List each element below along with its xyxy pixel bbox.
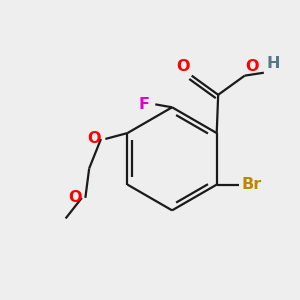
Text: F: F bbox=[139, 97, 150, 112]
Text: O: O bbox=[177, 59, 190, 74]
Text: O: O bbox=[88, 131, 101, 146]
Text: O: O bbox=[68, 190, 82, 205]
Text: H: H bbox=[267, 56, 280, 71]
Text: Br: Br bbox=[242, 177, 262, 192]
Text: O: O bbox=[245, 59, 259, 74]
